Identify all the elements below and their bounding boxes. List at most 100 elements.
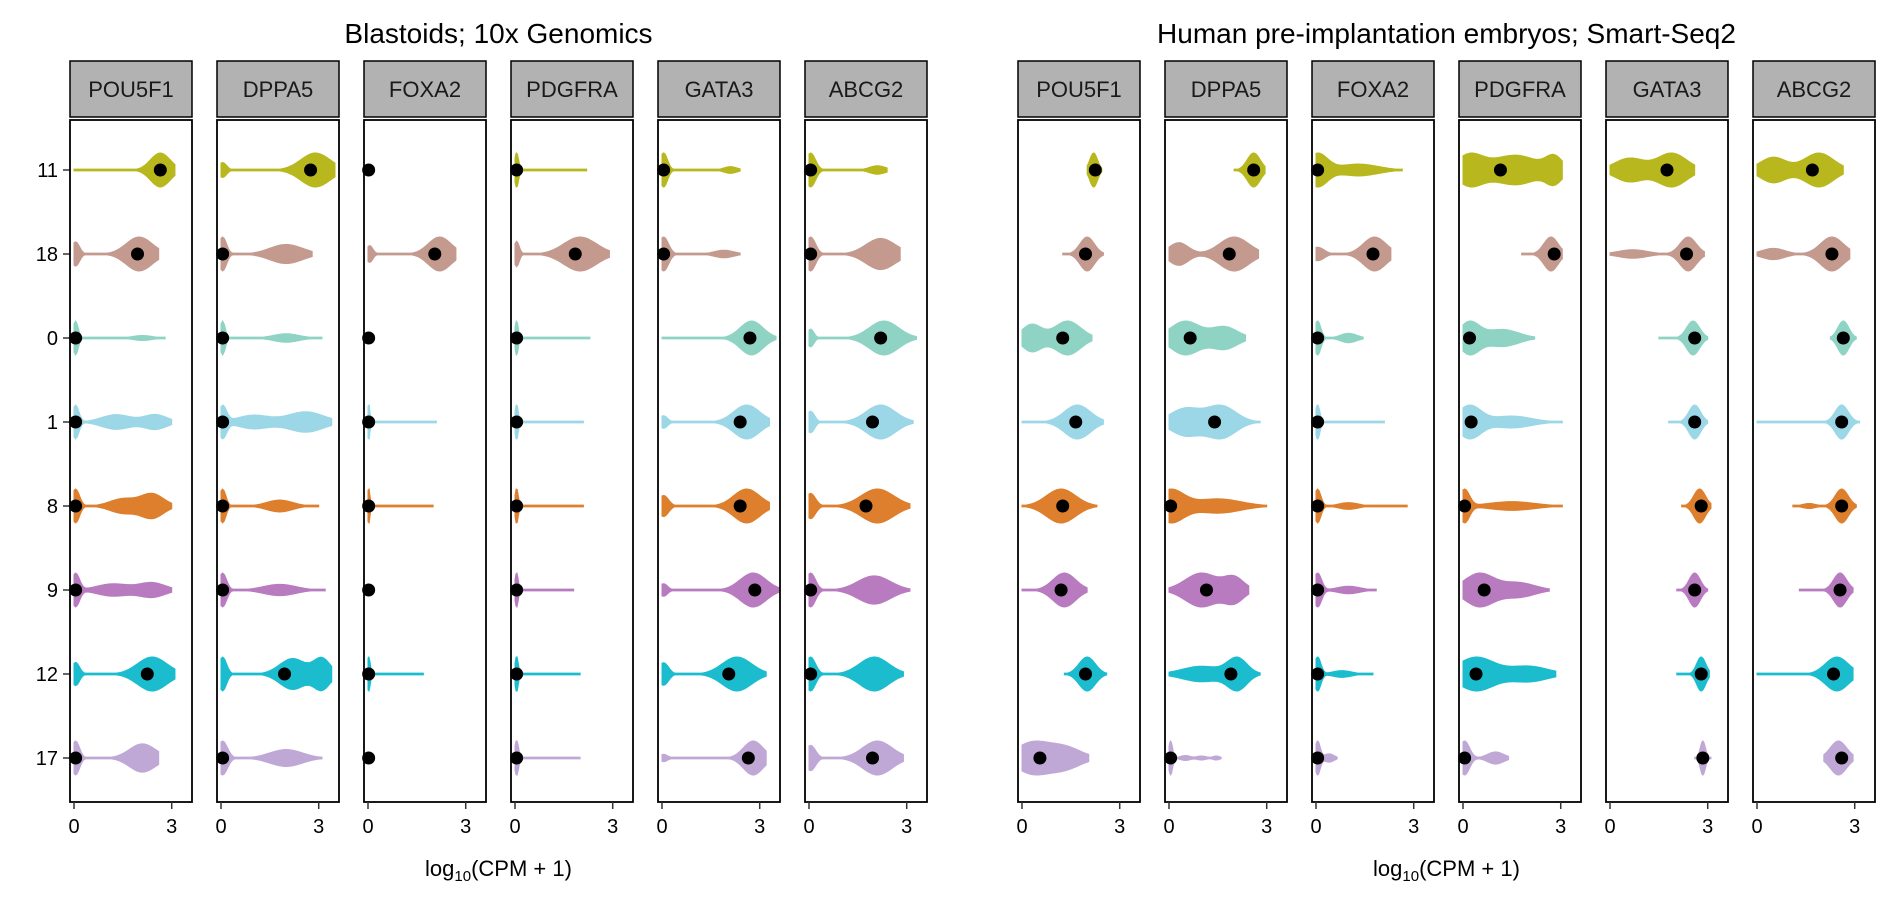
x-tick-label: 0 xyxy=(1457,816,1468,838)
violin-12 xyxy=(1315,656,1374,692)
median-point xyxy=(1680,247,1694,261)
median-point xyxy=(748,583,762,597)
median-point xyxy=(804,667,818,681)
violin-9 xyxy=(220,572,326,608)
x-tick-label: 0 xyxy=(1163,816,1174,838)
violin-18 xyxy=(73,236,160,272)
median-point xyxy=(743,331,757,345)
violin-1 xyxy=(1668,404,1709,440)
median-point xyxy=(1688,415,1702,429)
median-point xyxy=(1835,415,1849,429)
violin-12 xyxy=(661,656,767,692)
median-point xyxy=(510,163,524,177)
facet-foxa2: FOXA2 0 3 xyxy=(1310,60,1435,838)
facet-strip xyxy=(1605,60,1729,118)
x-axis-label: log10(CPM + 1) xyxy=(1373,856,1520,885)
median-point xyxy=(1164,751,1178,765)
violin-0 xyxy=(1315,320,1364,356)
violin-1 xyxy=(1021,404,1104,440)
median-point xyxy=(362,667,376,681)
facet-strip xyxy=(363,60,487,118)
y-tick-label: 8 xyxy=(47,496,58,518)
violin-11 xyxy=(661,152,741,188)
median-point xyxy=(1825,247,1839,261)
median-point xyxy=(1208,415,1222,429)
violin-17 xyxy=(1315,740,1338,776)
violin-12 xyxy=(808,656,904,692)
violin-9 xyxy=(1798,572,1854,608)
median-point xyxy=(69,415,83,429)
median-point xyxy=(1033,751,1047,765)
violin-12 xyxy=(220,656,333,692)
median-point xyxy=(1547,247,1561,261)
median-point xyxy=(1827,667,1841,681)
median-point xyxy=(216,751,230,765)
x-axis-label: log10(CPM + 1) xyxy=(425,856,572,885)
median-point xyxy=(1688,331,1702,345)
violin-11 xyxy=(73,152,176,188)
facet-strip xyxy=(69,60,193,118)
facet-pdgfra: PDGFRA 0 3 xyxy=(509,60,634,838)
x-tick-label: 3 xyxy=(1261,816,1272,838)
median-point xyxy=(1311,751,1325,765)
violin-1 xyxy=(1315,404,1385,440)
violin-1 xyxy=(808,404,914,440)
x-tick-label: 3 xyxy=(313,816,324,838)
violin-8 xyxy=(1792,488,1857,524)
violin-1 xyxy=(514,404,584,440)
violin-1 xyxy=(661,404,770,440)
violin-0 xyxy=(73,320,166,356)
median-point xyxy=(69,331,83,345)
facet-panel-border xyxy=(216,119,340,803)
x-tick-label: 0 xyxy=(509,816,520,838)
violin-18 xyxy=(661,236,741,272)
violin-12 xyxy=(73,656,176,692)
violin-8 xyxy=(1168,488,1268,524)
violin-9 xyxy=(1462,572,1550,608)
violin-12 xyxy=(367,655,424,693)
facet-panel-border xyxy=(363,119,487,803)
x-tick-label: 0 xyxy=(362,816,373,838)
median-point xyxy=(216,415,230,429)
violin-11 xyxy=(514,152,588,188)
median-point xyxy=(1247,163,1261,177)
x-tick-label: 3 xyxy=(1408,816,1419,838)
facet-panel-border xyxy=(69,119,193,803)
median-point xyxy=(278,667,292,681)
facet-pdgfra: PDGFRA 0 3 xyxy=(1457,60,1582,838)
median-point xyxy=(1366,247,1380,261)
panel-title: Human pre-implantation embryos; Smart-Se… xyxy=(1157,18,1736,49)
violin-17 xyxy=(220,740,323,776)
median-point xyxy=(741,751,755,765)
median-point xyxy=(1311,163,1325,177)
violin-8 xyxy=(808,488,911,524)
x-tick-label: 3 xyxy=(460,816,471,838)
median-point xyxy=(568,247,582,261)
facet-strip-label: ABCG2 xyxy=(829,77,904,102)
x-tick-label: 0 xyxy=(1310,816,1321,838)
facet-panel-border xyxy=(804,119,928,803)
median-point xyxy=(1183,331,1197,345)
violin-8 xyxy=(73,488,173,524)
facet-foxa2: FOXA2 0 3 xyxy=(362,60,487,838)
facet-strip-label: PDGFRA xyxy=(1474,77,1566,102)
median-point xyxy=(131,247,145,261)
violin-8 xyxy=(1315,488,1408,524)
median-point xyxy=(510,583,524,597)
facet-panel-border xyxy=(1752,119,1876,803)
panel-title: Blastoids; 10x Genomics xyxy=(344,18,652,49)
violin-9 xyxy=(73,572,173,608)
facet-strip-label: FOXA2 xyxy=(389,77,461,102)
x-axis-label-part: (CPM + 1) xyxy=(1419,856,1520,881)
median-point xyxy=(657,247,671,261)
median-point xyxy=(1088,163,1102,177)
violin-8 xyxy=(514,488,584,524)
facet-strip xyxy=(1017,60,1141,118)
y-tick-label: 11 xyxy=(37,160,58,182)
facet-strip-label: PDGFRA xyxy=(526,77,618,102)
violin-18 xyxy=(1756,236,1851,272)
x-tick-label: 3 xyxy=(1702,816,1713,838)
median-point xyxy=(1164,499,1178,513)
violin-9 xyxy=(661,572,780,608)
